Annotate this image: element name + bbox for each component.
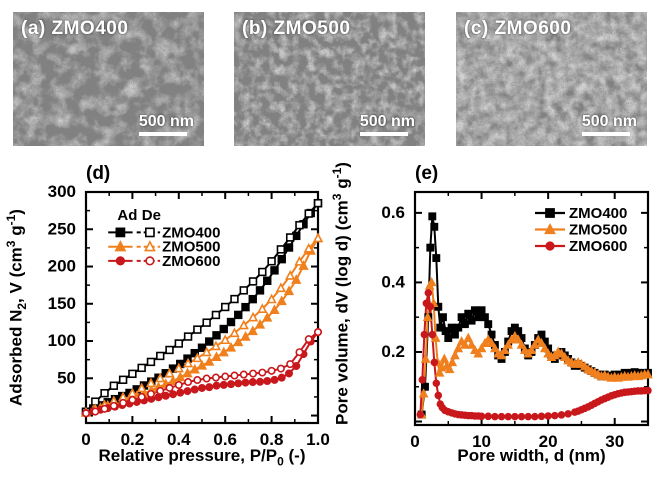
svg-text:0.2: 0.2	[381, 342, 405, 361]
svg-text:150: 150	[48, 294, 76, 313]
svg-text:0.4: 0.4	[167, 430, 191, 449]
svg-text:200: 200	[48, 257, 76, 276]
svg-text:0: 0	[81, 430, 90, 449]
svg-text:0.6: 0.6	[213, 430, 237, 449]
svg-text:50: 50	[57, 368, 76, 387]
svg-text:De: De	[142, 207, 161, 224]
svg-text:1.0: 1.0	[306, 430, 330, 449]
svg-text:ZMO600: ZMO600	[162, 253, 220, 270]
svg-text:0.2: 0.2	[121, 430, 145, 449]
svg-text:250: 250	[48, 219, 76, 238]
svg-text:100: 100	[48, 331, 76, 350]
svg-text:0.4: 0.4	[381, 272, 405, 291]
svg-text:ZMO500: ZMO500	[569, 222, 627, 239]
svg-text:10: 10	[472, 432, 491, 451]
svg-text:20: 20	[539, 432, 558, 451]
svg-text:300: 300	[48, 182, 76, 201]
svg-text:Ad: Ad	[117, 207, 137, 224]
svg-text:ZMO600: ZMO600	[569, 238, 627, 255]
svg-text:ZMO400: ZMO400	[569, 205, 627, 222]
svg-text:0.8: 0.8	[260, 430, 284, 449]
svg-text:0: 0	[410, 432, 419, 451]
svg-text:0.6: 0.6	[381, 203, 405, 222]
svg-text:30: 30	[605, 432, 624, 451]
